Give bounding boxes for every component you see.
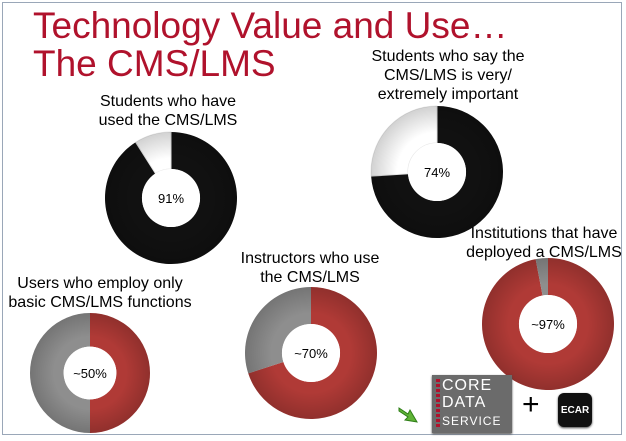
chart-3-label-line-1: Users who employ only [17, 275, 183, 292]
title-line-2: The CMS/LMS [33, 43, 276, 84]
donut-hole [407, 142, 467, 202]
donut-center-label: ~97% [531, 317, 565, 332]
green-arrow-icon [398, 407, 418, 423]
chart-3-label: Users who employ only basic CMS/LMS func… [7, 274, 193, 312]
donut-center-label: ~50% [73, 366, 107, 381]
donut-center-label: ~70% [294, 346, 328, 361]
core-logo-line-2: DATA [442, 394, 487, 411]
donut-hole [281, 323, 341, 383]
donut-center-label: 91% [158, 191, 184, 206]
plus-sign: + [522, 388, 540, 421]
chart-5-label-line-1: Institutions that have [470, 225, 618, 242]
chart-4-label: Instructors who use the CMS/LMS [225, 249, 395, 287]
chart-5-label: Institutions that have deployed a CMS/LM… [459, 224, 626, 262]
chart-4-label-line-1: Instructors who use [240, 250, 380, 267]
chart-4-donut: ~70% [245, 287, 377, 419]
chart-1-label-line-1: Students who have [99, 93, 237, 110]
chart-4-label-line-2: the CMS/LMS [260, 269, 360, 286]
chart-5-label-line-2: deployed a CMS/LMS [466, 244, 622, 261]
core-data-service-logo: CORE DATA SERVICE [432, 375, 512, 433]
chart-1-label-line-2: used the CMS/LMS [98, 112, 238, 129]
chart-5-donut: ~97% [482, 258, 614, 390]
chart-1-label: Students who have used the CMS/LMS [75, 92, 261, 130]
ecar-logo-text: ECAR [560, 404, 590, 416]
chart-1-donut: 91% [105, 131, 237, 264]
core-logo-line-3: SERVICE [442, 414, 502, 428]
donut-hole [63, 346, 117, 400]
title-line-1: Technology Value and Use… [33, 5, 508, 46]
core-logo-stripe [436, 379, 440, 429]
chart-2-donut: 74% [370, 105, 503, 238]
ecar-logo: ECAR [558, 393, 592, 427]
slide: Technology Value and Use… The CMS/LMS St… [2, 2, 622, 435]
chart-2-label-line-3: extremely important [377, 86, 519, 103]
core-logo-line-1: CORE [442, 377, 493, 394]
chart-3-label-line-2: basic CMS/LMS functions [8, 294, 192, 311]
chart-2-label: Students who say the CMS/LMS is very/ ex… [353, 47, 543, 104]
chart-3-donut: ~50% [29, 313, 150, 433]
donut-center-label: 74% [424, 165, 450, 180]
chart-2-label-line-1: Students who say the [371, 48, 525, 65]
donut-hole [141, 168, 201, 228]
chart-2-label-line-2: CMS/LMS is very/ [383, 67, 512, 84]
slide-title: Technology Value and Use… The CMS/LMS [33, 7, 507, 83]
donut-hole [518, 294, 578, 354]
